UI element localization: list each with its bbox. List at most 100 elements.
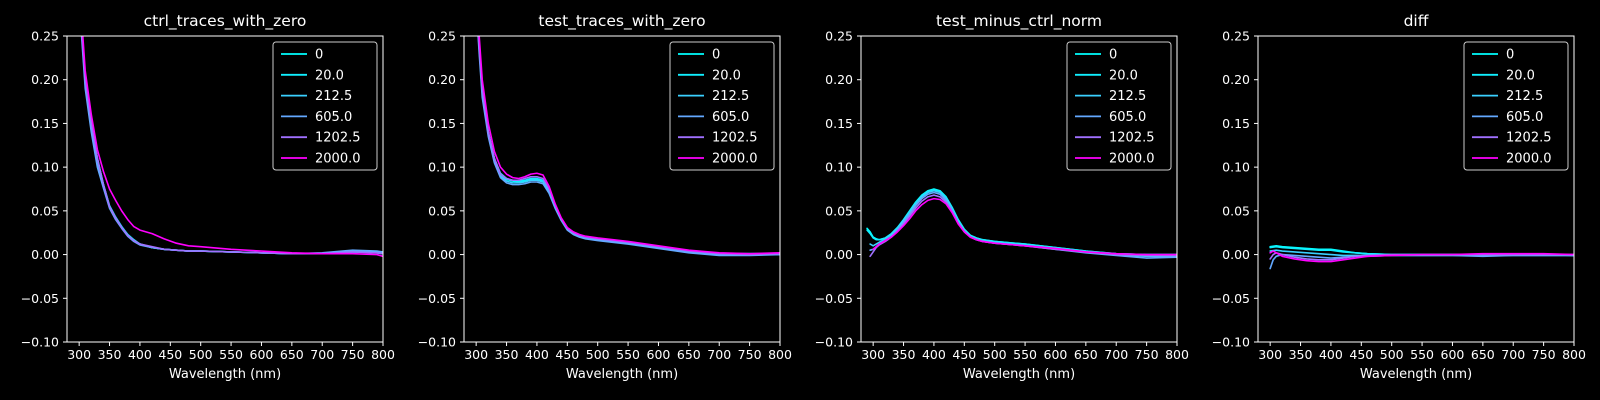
x-tick-label: 600 — [647, 347, 671, 362]
series-line-2000.0 — [478, 36, 780, 255]
x-tick-label: 500 — [983, 347, 1007, 362]
x-tick-label: 550 — [1410, 347, 1434, 362]
legend-label: 20.0 — [1109, 68, 1138, 83]
series-line-2000.0 — [1269, 250, 1574, 263]
y-tick-label: 0.20 — [31, 72, 59, 87]
legend-label: 2000.0 — [315, 152, 361, 167]
series-lines — [866, 188, 1177, 259]
series-lines — [477, 36, 780, 257]
series-line-2000.0 — [81, 36, 383, 258]
legend-label: 1202.5 — [712, 131, 758, 146]
x-tick-label: 550 — [1013, 347, 1037, 362]
y-tick-label: −0.05 — [21, 291, 59, 306]
y-tick-label: 0.00 — [428, 247, 456, 262]
legend-label: 1202.5 — [315, 131, 361, 146]
y-tick-label: 0.10 — [1222, 160, 1250, 175]
x-tick-label: 350 — [98, 347, 122, 362]
x-tick-label: 800 — [371, 347, 395, 362]
x-tick-label: 650 — [1074, 347, 1098, 362]
panel-title: test_traces_with_zero — [538, 12, 705, 31]
y-tick-label: 0.15 — [1222, 116, 1250, 131]
legend: 0 20.0 212.5 605.0 1202.5 2000.0 — [1463, 41, 1569, 171]
series-line-1202.5 — [1269, 252, 1574, 261]
x-tick-label: 650 — [677, 347, 701, 362]
panel-title: diff — [1404, 12, 1429, 30]
x-tick-label: 350 — [892, 347, 916, 362]
legend-label: 212.5 — [1506, 89, 1543, 104]
series-line-20.0 — [866, 189, 1177, 256]
series-lines — [1269, 245, 1574, 270]
series-line-605.0 — [477, 36, 780, 257]
x-tick-label: 450 — [158, 347, 182, 362]
x-tick-label: 450 — [1349, 347, 1373, 362]
x-tick-label: 650 — [280, 347, 304, 362]
legend: 0 20.0 212.5 605.0 1202.5 2000.0 — [1066, 41, 1172, 171]
y-tick-label: 0.00 — [31, 247, 59, 262]
x-axis-label: Wavelength (nm) — [1360, 367, 1472, 382]
plot-frame — [1257, 35, 1575, 343]
x-tick-label: 750 — [1135, 347, 1159, 362]
legend-label: 605.0 — [712, 110, 749, 125]
legend: 0 20.0 212.5 605.0 1202.5 2000.0 — [669, 41, 775, 171]
panel-title: ctrl_traces_with_zero — [144, 12, 307, 31]
panel-2: 300 350 400 450 500 550 600 650 700 750 800 −0.10 −0… — [418, 12, 792, 382]
legend-label: 20.0 — [712, 68, 741, 83]
x-tick-label: 550 — [219, 347, 243, 362]
y-tick-label: 0.15 — [428, 116, 456, 131]
x-tick-label: 350 — [495, 347, 519, 362]
legend-label: 0 — [1109, 48, 1117, 63]
legend-label: 1202.5 — [1109, 131, 1155, 146]
x-tick-label: 400 — [128, 347, 152, 362]
x-tick-label: 500 — [586, 347, 610, 362]
plot-frame — [463, 35, 781, 343]
y-tick-label: 0.00 — [825, 247, 853, 262]
x-tick-label: 400 — [1319, 347, 1343, 362]
x-tick-label: 300 — [861, 347, 885, 362]
y-tick-label: −0.05 — [815, 291, 853, 306]
x-tick-label: 550 — [616, 347, 640, 362]
legend-label: 2000.0 — [712, 152, 758, 167]
legend-label: 0 — [712, 48, 720, 63]
y-tick-label: 0.20 — [1222, 72, 1250, 87]
x-tick-label: 400 — [922, 347, 946, 362]
plot-frame — [66, 35, 384, 343]
x-tick-label: 800 — [1562, 347, 1586, 362]
plot-frame — [860, 35, 1178, 343]
x-tick-label: 500 — [1380, 347, 1404, 362]
panel-title: test_minus_ctrl_norm — [936, 12, 1102, 31]
x-tick-label: 600 — [250, 347, 274, 362]
legend: 0 20.0 212.5 605.0 1202.5 2000.0 — [272, 41, 378, 171]
panel-3: 300 350 400 450 500 550 600 650 700 750 800 −0.10 −0… — [815, 12, 1189, 382]
legend-label: 2000.0 — [1506, 152, 1552, 167]
x-tick-label: 500 — [189, 347, 213, 362]
x-tick-label: 800 — [1165, 347, 1189, 362]
legend-label: 0 — [1506, 48, 1514, 63]
y-tick-label: 0.10 — [428, 160, 456, 175]
x-tick-label: 700 — [310, 347, 334, 362]
legend-label: 0 — [315, 48, 323, 63]
y-tick-label: 0.20 — [428, 72, 456, 87]
y-tick-label: 0.25 — [31, 29, 59, 44]
legend-label: 212.5 — [1109, 89, 1146, 104]
x-axis-label: Wavelength (nm) — [169, 367, 281, 382]
y-tick-label: 0.05 — [825, 203, 853, 218]
x-tick-label: 600 — [1441, 347, 1465, 362]
legend-label: 605.0 — [315, 110, 352, 125]
legend-label: 605.0 — [1506, 110, 1543, 125]
panel-1: 300 350 400 450 500 550 600 650 700 750 800 −0.10 −0… — [21, 12, 395, 382]
x-tick-label: 450 — [952, 347, 976, 362]
y-tick-label: 0.00 — [1222, 247, 1250, 262]
y-tick-label: 0.25 — [825, 29, 853, 44]
series-line-2000.0 — [872, 197, 1177, 256]
y-tick-label: 0.20 — [825, 72, 853, 87]
x-tick-label: 650 — [1471, 347, 1495, 362]
series-line-1202.5 — [477, 36, 780, 256]
x-tick-label: 600 — [1044, 347, 1068, 362]
y-tick-label: 0.05 — [31, 203, 59, 218]
x-tick-label: 700 — [707, 347, 731, 362]
y-tick-label: −0.05 — [418, 291, 456, 306]
legend-label: 1202.5 — [1506, 131, 1552, 146]
x-tick-label: 750 — [341, 347, 365, 362]
